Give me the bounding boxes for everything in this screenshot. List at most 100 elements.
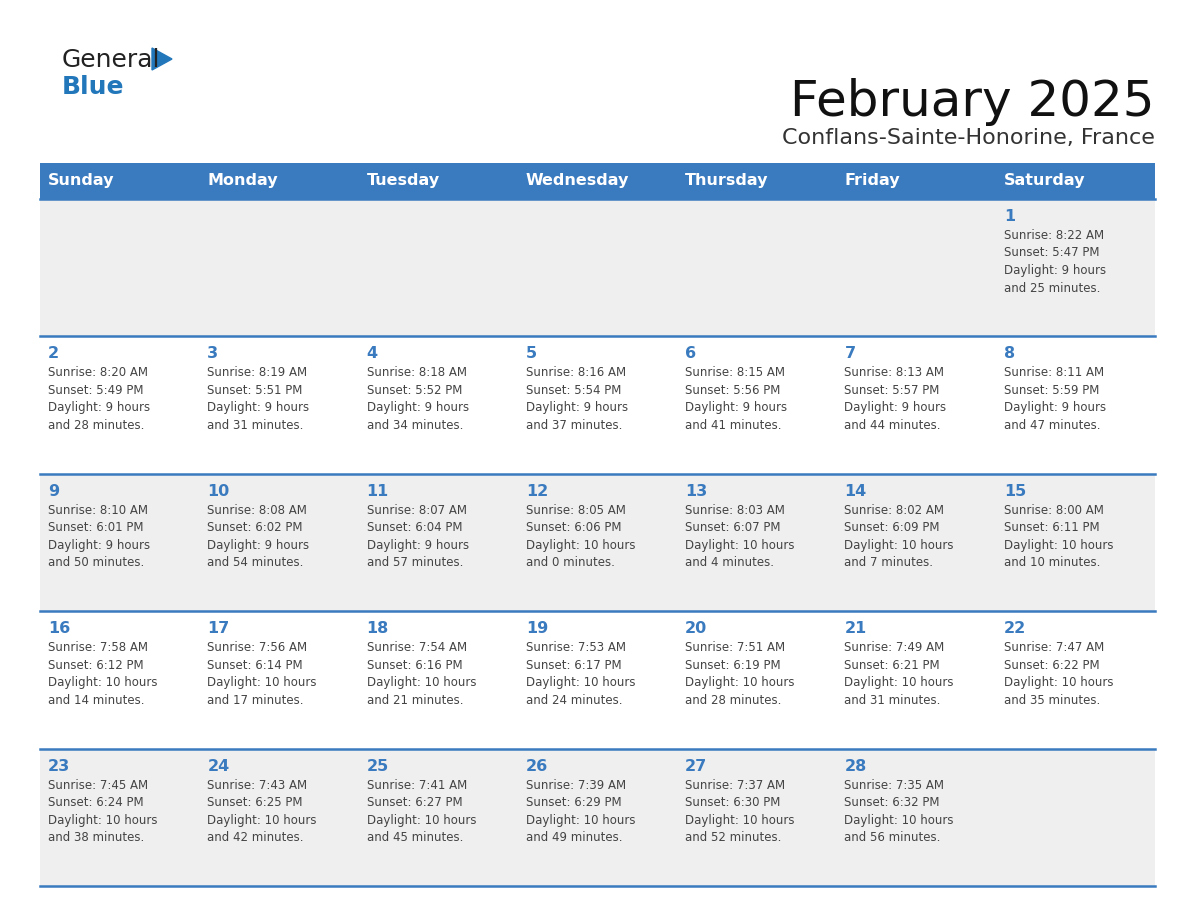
- Text: Daylight: 10 hours: Daylight: 10 hours: [845, 539, 954, 552]
- Text: General: General: [62, 48, 160, 72]
- Text: Daylight: 10 hours: Daylight: 10 hours: [685, 539, 795, 552]
- Text: 15: 15: [1004, 484, 1026, 498]
- Text: Daylight: 9 hours: Daylight: 9 hours: [685, 401, 788, 414]
- Bar: [200, 611, 359, 748]
- Text: and 54 minutes.: and 54 minutes.: [207, 556, 304, 569]
- Bar: [518, 611, 677, 748]
- Text: Sunrise: 8:02 AM: Sunrise: 8:02 AM: [845, 504, 944, 517]
- Bar: [359, 748, 518, 886]
- Text: Sunset: 6:04 PM: Sunset: 6:04 PM: [367, 521, 462, 534]
- Text: Daylight: 10 hours: Daylight: 10 hours: [1004, 677, 1113, 689]
- Text: 14: 14: [845, 484, 867, 498]
- Bar: [836, 611, 996, 748]
- Bar: [200, 199, 359, 336]
- Bar: [996, 611, 1155, 748]
- Text: and 45 minutes.: and 45 minutes.: [367, 831, 463, 844]
- Text: and 34 minutes.: and 34 minutes.: [367, 419, 463, 431]
- Text: 23: 23: [48, 758, 70, 774]
- Text: Friday: Friday: [845, 174, 901, 188]
- Text: 3: 3: [207, 346, 219, 362]
- Text: Sunrise: 7:37 AM: Sunrise: 7:37 AM: [685, 778, 785, 791]
- Bar: [359, 336, 518, 474]
- Text: and 47 minutes.: and 47 minutes.: [1004, 419, 1100, 431]
- Text: Sunset: 6:29 PM: Sunset: 6:29 PM: [526, 796, 621, 809]
- Bar: [200, 163, 359, 199]
- Bar: [518, 163, 677, 199]
- Bar: [836, 199, 996, 336]
- Text: Daylight: 10 hours: Daylight: 10 hours: [685, 677, 795, 689]
- Bar: [40, 199, 200, 336]
- Text: and 56 minutes.: and 56 minutes.: [845, 831, 941, 844]
- Text: Sunrise: 7:43 AM: Sunrise: 7:43 AM: [207, 778, 308, 791]
- Bar: [40, 748, 200, 886]
- Text: and 21 minutes.: and 21 minutes.: [367, 694, 463, 707]
- Text: Blue: Blue: [62, 75, 125, 99]
- Text: Sunset: 5:54 PM: Sunset: 5:54 PM: [526, 384, 621, 397]
- Text: and 28 minutes.: and 28 minutes.: [48, 419, 145, 431]
- Text: and 24 minutes.: and 24 minutes.: [526, 694, 623, 707]
- Text: Sunset: 6:01 PM: Sunset: 6:01 PM: [48, 521, 144, 534]
- Text: Daylight: 10 hours: Daylight: 10 hours: [207, 677, 317, 689]
- Text: Sunset: 5:59 PM: Sunset: 5:59 PM: [1004, 384, 1099, 397]
- Text: 2: 2: [48, 346, 59, 362]
- Text: and 10 minutes.: and 10 minutes.: [1004, 556, 1100, 569]
- Text: 5: 5: [526, 346, 537, 362]
- Text: 25: 25: [367, 758, 388, 774]
- Text: 18: 18: [367, 621, 388, 636]
- Text: Sunset: 6:02 PM: Sunset: 6:02 PM: [207, 521, 303, 534]
- Text: 22: 22: [1004, 621, 1026, 636]
- Text: Sunrise: 8:10 AM: Sunrise: 8:10 AM: [48, 504, 148, 517]
- Text: Daylight: 10 hours: Daylight: 10 hours: [845, 677, 954, 689]
- Text: Sunday: Sunday: [48, 174, 114, 188]
- Text: Sunset: 5:57 PM: Sunset: 5:57 PM: [845, 384, 940, 397]
- Text: Sunrise: 7:41 AM: Sunrise: 7:41 AM: [367, 778, 467, 791]
- Text: Sunset: 6:32 PM: Sunset: 6:32 PM: [845, 796, 940, 809]
- Text: 6: 6: [685, 346, 696, 362]
- Text: Sunrise: 8:11 AM: Sunrise: 8:11 AM: [1004, 366, 1104, 379]
- Text: and 28 minutes.: and 28 minutes.: [685, 694, 782, 707]
- Text: and 4 minutes.: and 4 minutes.: [685, 556, 775, 569]
- Text: Sunset: 6:14 PM: Sunset: 6:14 PM: [207, 659, 303, 672]
- Text: Sunrise: 7:56 AM: Sunrise: 7:56 AM: [207, 641, 308, 655]
- Text: Sunset: 6:21 PM: Sunset: 6:21 PM: [845, 659, 940, 672]
- Bar: [518, 748, 677, 886]
- Bar: [677, 748, 836, 886]
- Bar: [836, 748, 996, 886]
- Text: Sunrise: 8:13 AM: Sunrise: 8:13 AM: [845, 366, 944, 379]
- Text: and 50 minutes.: and 50 minutes.: [48, 556, 144, 569]
- Text: Monday: Monday: [207, 174, 278, 188]
- Text: Daylight: 10 hours: Daylight: 10 hours: [845, 813, 954, 826]
- Text: Sunset: 6:25 PM: Sunset: 6:25 PM: [207, 796, 303, 809]
- Text: Sunrise: 7:47 AM: Sunrise: 7:47 AM: [1004, 641, 1104, 655]
- Text: 19: 19: [526, 621, 548, 636]
- Bar: [518, 474, 677, 611]
- Text: Daylight: 10 hours: Daylight: 10 hours: [1004, 539, 1113, 552]
- Text: Sunset: 6:30 PM: Sunset: 6:30 PM: [685, 796, 781, 809]
- Text: Daylight: 10 hours: Daylight: 10 hours: [367, 677, 476, 689]
- Text: 9: 9: [48, 484, 59, 498]
- Text: 16: 16: [48, 621, 70, 636]
- Text: and 41 minutes.: and 41 minutes.: [685, 419, 782, 431]
- Bar: [359, 199, 518, 336]
- Bar: [359, 611, 518, 748]
- Text: 27: 27: [685, 758, 707, 774]
- Bar: [40, 336, 200, 474]
- Text: Daylight: 9 hours: Daylight: 9 hours: [48, 539, 150, 552]
- Text: and 7 minutes.: and 7 minutes.: [845, 556, 934, 569]
- Bar: [677, 474, 836, 611]
- Text: and 38 minutes.: and 38 minutes.: [48, 831, 144, 844]
- Text: and 37 minutes.: and 37 minutes.: [526, 419, 623, 431]
- Bar: [677, 611, 836, 748]
- Bar: [40, 474, 200, 611]
- Text: Sunset: 6:16 PM: Sunset: 6:16 PM: [367, 659, 462, 672]
- Text: 24: 24: [207, 758, 229, 774]
- Text: Sunrise: 8:08 AM: Sunrise: 8:08 AM: [207, 504, 308, 517]
- Text: Daylight: 9 hours: Daylight: 9 hours: [1004, 264, 1106, 277]
- Text: Sunset: 6:17 PM: Sunset: 6:17 PM: [526, 659, 621, 672]
- Text: Daylight: 10 hours: Daylight: 10 hours: [48, 813, 158, 826]
- Bar: [518, 336, 677, 474]
- Text: 12: 12: [526, 484, 548, 498]
- Text: Daylight: 10 hours: Daylight: 10 hours: [526, 677, 636, 689]
- Text: Sunrise: 8:15 AM: Sunrise: 8:15 AM: [685, 366, 785, 379]
- Text: Sunset: 6:24 PM: Sunset: 6:24 PM: [48, 796, 144, 809]
